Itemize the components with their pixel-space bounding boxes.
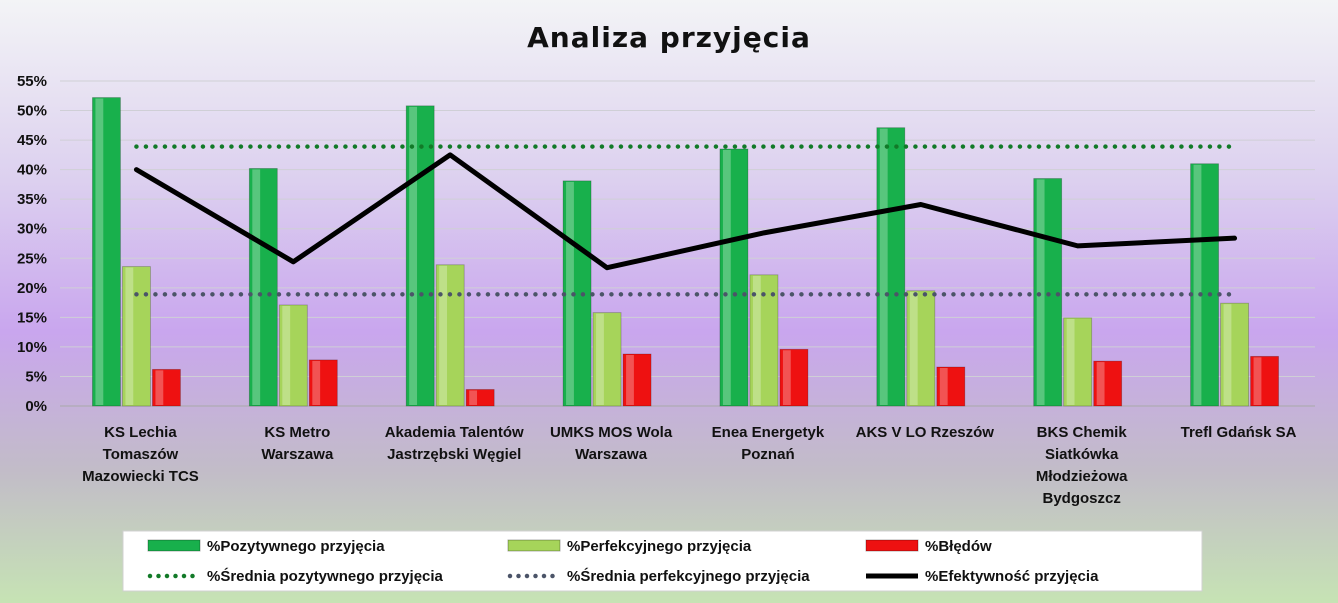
bar-errors bbox=[1093, 360, 1123, 407]
y-tick-label: 5% bbox=[25, 368, 47, 385]
legend-swatch bbox=[865, 539, 919, 552]
bar-errors bbox=[779, 348, 809, 407]
y-tick-label: 0% bbox=[25, 398, 47, 415]
y-tick-label: 40% bbox=[17, 162, 47, 179]
x-category-label: KS Lechia Tomaszów Mazowiecki TCS bbox=[82, 424, 199, 485]
bar-errors bbox=[465, 389, 495, 407]
bar-highlight bbox=[909, 291, 918, 405]
legend: %Pozytywnego przyjęcia %Perfekcyjnego prz… bbox=[122, 530, 1203, 592]
bar-highlight bbox=[125, 267, 134, 405]
legend-label: %Średnia perfekcyjnego przyjęcia bbox=[567, 567, 810, 585]
bar-highlight bbox=[626, 355, 634, 405]
bar-errors bbox=[936, 366, 966, 407]
efficiency-line bbox=[133, 152, 1238, 271]
bar-highlight bbox=[939, 368, 948, 405]
bar-positive bbox=[92, 97, 121, 407]
bar-highlight bbox=[409, 106, 418, 406]
y-tick-label: 45% bbox=[17, 132, 47, 149]
bar-errors bbox=[152, 368, 181, 407]
bar-highlight bbox=[95, 98, 104, 405]
bar-errors bbox=[1250, 355, 1279, 407]
chart-title: Analiza przyjęcia bbox=[527, 21, 811, 54]
bar-perfect bbox=[278, 304, 308, 407]
bar-errors bbox=[308, 359, 338, 407]
y-tick-label: 35% bbox=[17, 191, 47, 208]
bar-highlight bbox=[252, 169, 261, 405]
bar-highlight bbox=[596, 313, 604, 405]
x-category-label: UMKS MOS Wola Warszawa bbox=[550, 424, 673, 463]
legend-swatch bbox=[507, 539, 561, 552]
x-category-label: KS Metro Warszawa bbox=[261, 424, 334, 463]
legend-swatch bbox=[147, 539, 201, 552]
bar-highlight bbox=[752, 275, 761, 405]
bars bbox=[92, 97, 1279, 407]
series-lines bbox=[133, 144, 1238, 297]
bar-positive bbox=[876, 127, 906, 407]
bar-highlight bbox=[1253, 357, 1262, 405]
bar-highlight bbox=[1066, 318, 1075, 405]
bar-positive bbox=[1190, 163, 1219, 407]
legend-label: %Błędów bbox=[925, 538, 992, 555]
bar-perfect bbox=[592, 312, 622, 407]
bar-highlight bbox=[469, 390, 478, 405]
bar-highlight bbox=[722, 149, 731, 405]
legend-label: %Efektywność przyjęcia bbox=[925, 568, 1099, 585]
x-axis-categories: KS Lechia Tomaszów Mazowiecki TCS KS Metro W… bbox=[82, 424, 1297, 507]
legend-box bbox=[122, 530, 1203, 592]
bar-highlight bbox=[1036, 179, 1045, 405]
x-category-label: Akademia Talentów Jastrzębski Węgiel bbox=[385, 424, 524, 463]
y-tick-label: 30% bbox=[17, 221, 47, 238]
bar-positive bbox=[248, 168, 278, 407]
x-category-label: AKS V LO Rzeszów bbox=[856, 424, 995, 441]
bar-highlight bbox=[879, 128, 888, 405]
legend-label: %Pozytywnego przyjęcia bbox=[207, 538, 385, 555]
bar-perfect bbox=[1063, 317, 1093, 407]
x-category-label: Enea Energetyk Poznań bbox=[712, 424, 825, 463]
bar-perfect bbox=[1220, 302, 1249, 407]
y-axis-ticks: 0% 5% 10% 15% 20% 25% 30% 35% 40% 45% 50% 55% bbox=[17, 73, 47, 415]
bar-perfect bbox=[906, 290, 936, 407]
bar-positive bbox=[719, 148, 749, 407]
bar-highlight bbox=[566, 181, 574, 405]
bar-highlight bbox=[1193, 164, 1202, 405]
bar-perfect bbox=[122, 266, 151, 407]
bar-highlight bbox=[282, 305, 291, 405]
y-tick-label: 50% bbox=[17, 103, 47, 120]
bar-highlight bbox=[155, 370, 164, 405]
bar-errors bbox=[622, 353, 652, 407]
bar-highlight bbox=[782, 350, 791, 405]
bar-highlight bbox=[1096, 362, 1105, 405]
y-tick-label: 25% bbox=[17, 250, 47, 267]
x-category-label: Trefl Gdańsk SA bbox=[1181, 424, 1297, 441]
legend-label: %Perfekcyjnego przyjęcia bbox=[567, 538, 752, 555]
bar-positive bbox=[405, 105, 435, 407]
bar-perfect bbox=[749, 274, 779, 407]
y-tick-label: 10% bbox=[17, 339, 47, 356]
y-tick-label: 55% bbox=[17, 73, 47, 90]
legend-label: %Średnia pozytywnego przyjęcia bbox=[207, 567, 444, 585]
bar-highlight bbox=[439, 265, 448, 405]
y-tick-label: 20% bbox=[17, 280, 47, 297]
bar-perfect bbox=[435, 264, 465, 407]
bar-highlight bbox=[1223, 304, 1232, 405]
x-category-label: BKS Chemik Siatkówka Młodzieżowa Bydgoszcz bbox=[1036, 424, 1128, 507]
bar-highlight bbox=[312, 360, 321, 405]
y-tick-label: 15% bbox=[17, 309, 47, 326]
